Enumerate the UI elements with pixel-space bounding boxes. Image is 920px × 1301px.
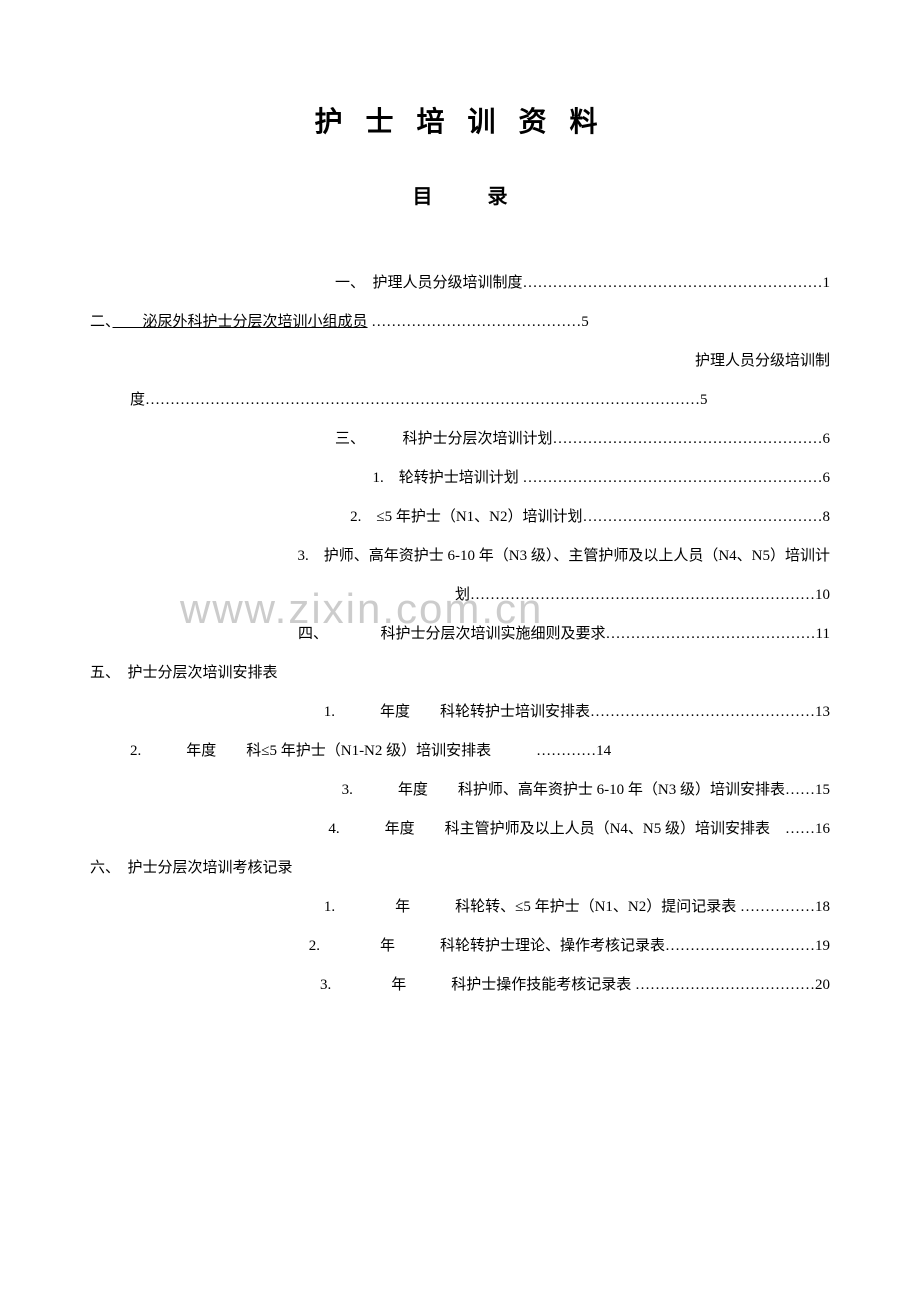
main-title: 护 士 培 训 资 料	[90, 100, 830, 140]
toc-item-15: 2. 年 科轮转护士理论、操作考核记录表…………………………19	[90, 927, 830, 966]
toc-item-11-dots: …………14	[491, 743, 611, 759]
toc-item-6: 2. ≤5 年护士（N1、N2）培训计划…………………………………………8	[90, 498, 830, 537]
subtitle-lu: 录	[488, 186, 508, 208]
toc-item-3a: 护理人员分级培训制	[90, 342, 830, 381]
toc-item-9: 四、 科护士分层次培训实施细则及要求……………………………………11	[90, 615, 830, 654]
toc-item-2-text: 泌尿外科护士分层次培训小组成员	[113, 314, 368, 330]
toc-item-11: 2. 年度 科≤5 年护士（N1-N2 级）培训安排表 …………14	[90, 732, 830, 771]
toc-item-4: 三、 科护士分层次培训计划………………………………………………6	[90, 420, 830, 459]
toc-item-2: 二、 泌尿外科护士分层次培训小组成员 ……………………………………5	[90, 303, 830, 342]
toc-section-5: 五、 护士分层次培训安排表	[90, 654, 830, 693]
toc-item-14: 1. 年 科轮转、≤5 年护士（N1、N2）提问记录表 ……………18	[90, 888, 830, 927]
toc-item-5: 1. 轮转护士培训计划 ……………………………………………………6	[90, 459, 830, 498]
toc-item-16: 3. 年 科护士操作技能考核记录表 ………………………………20	[90, 966, 830, 1005]
toc-item-2-prefix: 二、	[90, 314, 113, 330]
toc-item-11-text: 2. 年度 科≤5 年护士（N1-N2 级）培训安排表	[130, 743, 491, 759]
subtitle-mu: 目	[413, 186, 433, 208]
sub-title: 目 录	[90, 180, 830, 209]
toc-item-2-dots: ……………………………………5	[368, 314, 589, 330]
toc-section-6: 六、 护士分层次培训考核记录	[90, 849, 830, 888]
toc-item-10: 1. 年度 科轮转护士培训安排表………………………………………13	[90, 693, 830, 732]
toc-item-7: 3. 护师、高年资护士 6-10 年（N3 级）、主管护师及以上人员（N4、N5…	[90, 537, 830, 576]
toc-item-1: 一、 护理人员分级培训制度……………………………………………………1	[90, 264, 830, 303]
toc-item-8: 划……………………………………………………………10	[90, 576, 830, 615]
toc-item-12: 3. 年度 科护师、高年资护士 6-10 年（N3 级）培训安排表……15	[90, 771, 830, 810]
document-content: 护 士 培 训 资 料 目 录 一、 护理人员分级培训制度………………………………	[90, 100, 830, 1005]
toc-item-3b: 度…………………………………………………………………………………………………5	[90, 381, 830, 420]
toc-item-13: 4. 年度 科主管护师及以上人员（N4、N5 级）培训安排表 ……16	[90, 810, 830, 849]
